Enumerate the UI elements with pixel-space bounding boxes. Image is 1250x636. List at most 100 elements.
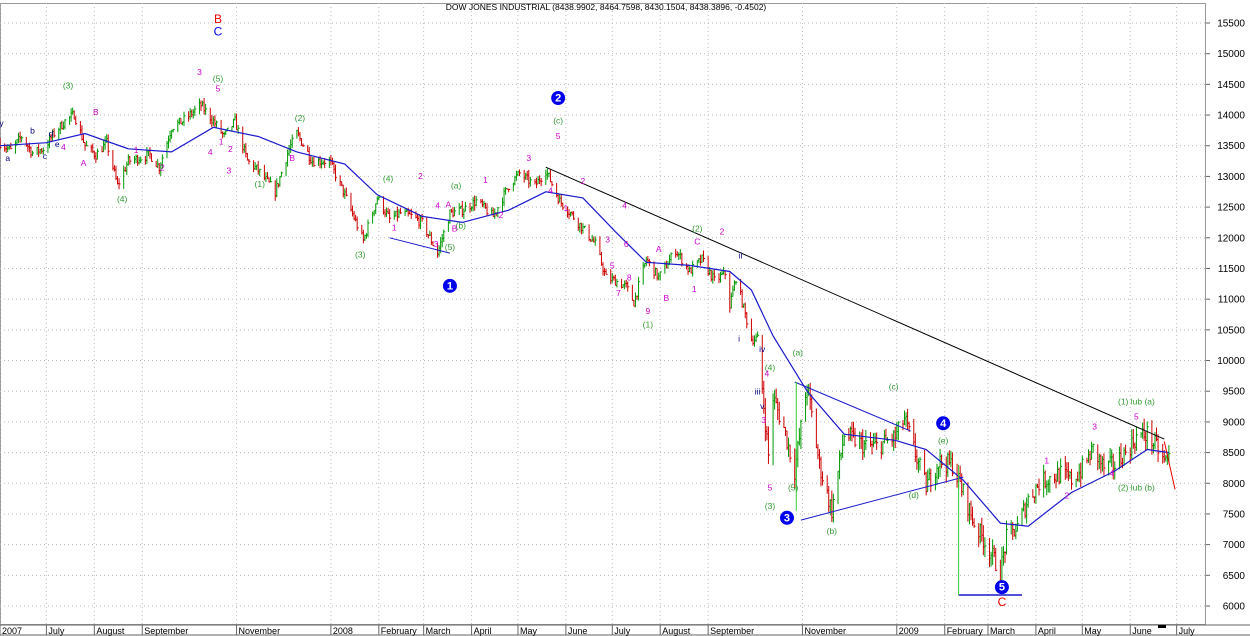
wave-label: (1) <box>643 319 654 329</box>
wave-label: 1 <box>564 203 569 213</box>
wave-label: 3 <box>1092 421 1097 431</box>
wave-label: iii <box>755 386 761 396</box>
y-tick-label: 7500 <box>1223 509 1246 520</box>
wave-label: A <box>446 200 452 210</box>
wave-label: 2 <box>418 171 423 181</box>
wave-label: B <box>289 153 295 163</box>
x-tick-label: 2009 <box>899 626 919 636</box>
wave-label: (5) <box>788 483 799 493</box>
wave-label: 1 <box>134 145 139 155</box>
wave-label: (b) <box>827 526 838 536</box>
x-tick-label: 2007 <box>2 626 22 636</box>
wave-label: (4) <box>117 194 128 204</box>
wave-label: B <box>664 293 670 303</box>
x-tick-label: June <box>1132 626 1152 636</box>
y-tick-label: 12000 <box>1217 233 1245 244</box>
wave-label: (3) <box>765 501 776 511</box>
wave-label: 2 <box>720 227 725 237</box>
wave-label: (2) <box>692 224 703 234</box>
price-bars <box>0 97 1171 591</box>
wave-label: (b) <box>456 221 467 231</box>
wave-label: (4) <box>765 362 776 372</box>
wave-label: 3 <box>434 239 439 249</box>
x-tick-label: 2008 <box>333 626 353 636</box>
wave-label: 3 <box>605 235 610 245</box>
wave-label: 5 <box>216 84 221 94</box>
x-tick-label: November <box>239 626 281 636</box>
wave-label: ii <box>739 251 743 261</box>
y-tick-label: 12500 <box>1217 203 1245 214</box>
wave-label: 2 <box>1064 491 1069 501</box>
y-tick-label: 8000 <box>1223 479 1246 490</box>
wave-label: 9 <box>645 306 650 316</box>
wave-label: 4 <box>208 147 213 157</box>
wave-label: (3) <box>63 81 74 91</box>
wave-label: 2 <box>228 144 233 154</box>
wave-label: (e) <box>938 435 949 445</box>
wave-label: a <box>5 153 10 163</box>
y-tick-label: 14000 <box>1217 111 1245 122</box>
wave-label: (3) <box>355 249 366 259</box>
x-tick-label: July <box>48 626 65 636</box>
wave-channel-line <box>794 381 911 432</box>
wave-label: (a) <box>793 348 804 358</box>
x-tick-label: July <box>614 626 631 636</box>
y-tick-label: 9000 <box>1223 417 1246 428</box>
wave-label: i <box>738 334 740 344</box>
wave-label: 4 <box>548 186 553 196</box>
wave-label: 3 <box>526 153 531 163</box>
x-axis: 2007 July August September November 2008 Febru… <box>0 624 1250 636</box>
y-tick-label: 10500 <box>1217 325 1245 336</box>
wave-label: 1 <box>483 175 488 185</box>
x-tick-label: April <box>1038 626 1056 636</box>
wave-label: A <box>81 158 87 168</box>
wave-label: 5 <box>1134 411 1139 421</box>
wave-channel-line <box>800 476 964 521</box>
wave-label: 6 <box>624 239 629 249</box>
wave-label: b <box>30 125 35 135</box>
wave-label: 2 <box>581 176 586 186</box>
x-tick-label: May <box>1084 626 1102 636</box>
major-wave-marker <box>551 91 566 106</box>
wave-label: (1) <box>255 179 266 189</box>
wave-label: 1 <box>219 137 224 147</box>
wave-label: 1 <box>1044 456 1049 466</box>
y-tick-label: 11000 <box>1218 295 1246 306</box>
wave-label: (5) <box>213 73 224 83</box>
major-wave-number: 1 <box>447 280 453 292</box>
wave-label: A <box>656 244 662 254</box>
wave-label: 3 <box>761 415 766 425</box>
wave-label: C <box>214 24 223 38</box>
wave-label: 2 <box>499 210 504 220</box>
wave-label: 2 <box>160 162 165 172</box>
y-tick-label: 10000 <box>1217 356 1245 367</box>
wave-label: B <box>93 107 99 117</box>
major-wave-marker <box>442 278 457 293</box>
wave-label: (2) lub (b) <box>1118 483 1155 493</box>
major-wave-number: 2 <box>555 93 561 105</box>
y-tick-label: 6500 <box>1223 571 1246 582</box>
y-tick-label: 7000 <box>1223 540 1246 551</box>
wave-label: 8 <box>627 273 632 283</box>
y-axis-labels: 15500 15000 14500 14000 13500 13000 12500 12000… <box>1217 19 1245 613</box>
x-tick-label: November <box>804 626 846 636</box>
y-tick-label: 13500 <box>1217 141 1245 152</box>
wave-label: iv <box>759 344 766 354</box>
x-tick-label: September <box>144 626 188 636</box>
x-tick-label: March <box>426 626 451 636</box>
x-axis-end-marker <box>1158 625 1166 628</box>
wave-label: 7 <box>616 288 621 298</box>
wave-label: 4 <box>765 368 770 378</box>
major-wave-number: 3 <box>784 512 790 524</box>
wave-label: (d) <box>909 490 920 500</box>
wave-label: 5 <box>768 483 773 493</box>
wave-label: (2) <box>295 113 306 123</box>
wave-label: C <box>694 237 700 247</box>
x-tick-label: February <box>381 626 418 636</box>
wave-label: (a) <box>451 181 462 191</box>
wave-label: 4 <box>622 200 627 210</box>
wave-label: 1 <box>692 284 697 294</box>
